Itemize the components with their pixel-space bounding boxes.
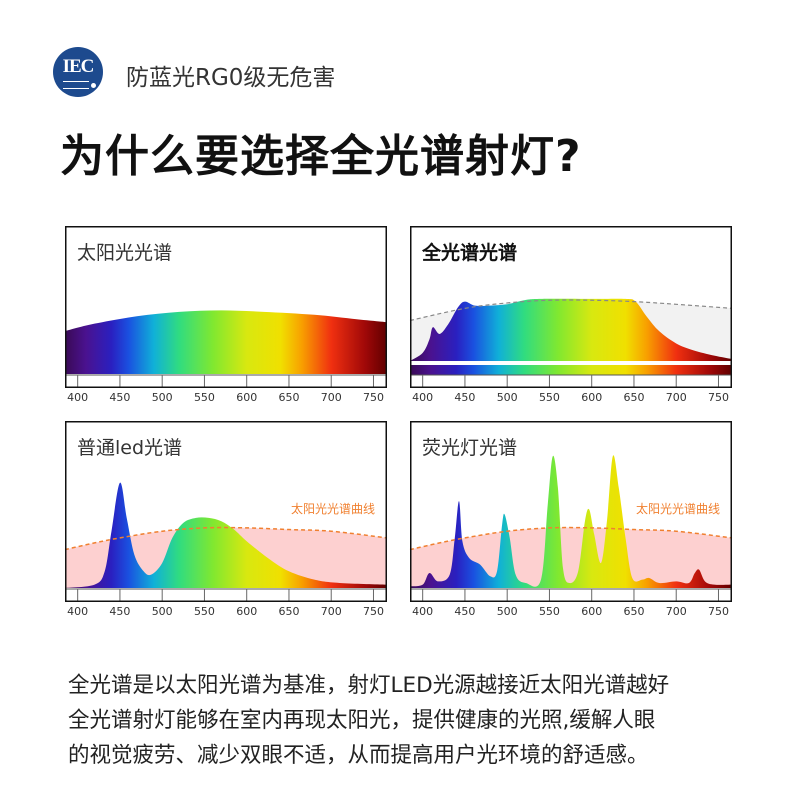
chart-border <box>65 421 387 602</box>
tick-label: 700 <box>321 391 342 404</box>
tick-label: 650 <box>278 605 299 618</box>
description-line: 全光谱是以太阳光谱为基准，射灯LED光源越接近太阳光谱越好 <box>68 673 670 698</box>
chart-svg: 太阳光光谱曲线 400 450 500 550 600 650 700 750 <box>409 421 733 618</box>
reference-label: 太阳光光谱曲线 <box>636 501 720 516</box>
tick-label: 700 <box>321 605 342 618</box>
tick-label: 650 <box>623 605 644 618</box>
reference-label: 太阳光光谱曲线 <box>291 501 375 516</box>
tick-label: 550 <box>194 391 215 404</box>
tick-label: 450 <box>109 391 130 404</box>
chart-sunlight-spectrum: 400 450 500 550 600 650 700 750 太阳光光谱 <box>65 226 387 408</box>
logo-dot <box>91 83 96 88</box>
tick-label: 400 <box>412 391 433 404</box>
chart-full-spectrum: 400 450 500 550 600 650 700 750 全光谱光谱 <box>409 226 733 408</box>
tick-label: 700 <box>666 391 687 404</box>
headline: 为什么要选择全光谱射灯? <box>60 131 582 182</box>
sunlight-reference-curve <box>409 526 733 551</box>
color-bar <box>410 365 732 375</box>
chart-svg: 400 450 500 550 600 650 700 750 <box>409 226 733 404</box>
tick-label: 450 <box>109 605 130 618</box>
tick-label: 450 <box>454 391 475 404</box>
chart-title: 太阳光光谱 <box>77 242 173 264</box>
spectrum-area <box>65 310 387 374</box>
spectrum-area <box>410 298 732 361</box>
chart-border <box>410 421 732 602</box>
tick-label: 400 <box>67 391 88 404</box>
chart-title: 全光谱光谱 <box>422 242 518 264</box>
reference-area <box>410 527 732 588</box>
tick-label: 600 <box>581 391 602 404</box>
certification-text: 防蓝光RG0级无危害 <box>126 65 336 91</box>
tick-label: 400 <box>67 605 88 618</box>
tick-label: 500 <box>497 391 518 404</box>
tick-label: 750 <box>363 391 384 404</box>
sunlight-reference-curve <box>409 299 733 322</box>
description-line: 全光谱射灯能够在室内再现太阳光，提供健康的光照,缓解人眼 <box>68 708 656 733</box>
iec-logo: IEC <box>53 47 103 97</box>
tick-label: 500 <box>497 605 518 618</box>
tick-label: 700 <box>666 605 687 618</box>
tick-label: 600 <box>581 605 602 618</box>
tick-label: 750 <box>363 605 384 618</box>
chart-border <box>410 226 732 388</box>
description: 全光谱是以太阳光谱为基准，射灯LED光源越接近太阳光谱越好 全光谱射灯能够在室内… <box>68 668 669 773</box>
tick-label: 750 <box>708 605 729 618</box>
tick-label: 550 <box>539 391 560 404</box>
logo-lines <box>63 81 89 89</box>
tick-label: 750 <box>708 391 729 404</box>
tick-label: 500 <box>152 605 173 618</box>
tick-label: 550 <box>539 605 560 618</box>
tick-label: 600 <box>236 391 257 404</box>
tick-label: 650 <box>278 391 299 404</box>
iec-logo-text: IEC <box>62 56 95 77</box>
tick-label: 400 <box>412 605 433 618</box>
tick-label: 600 <box>236 605 257 618</box>
chart-border <box>65 226 387 388</box>
tick-label: 450 <box>454 605 475 618</box>
chart-fluorescent-spectrum: 太阳光光谱曲线 400 450 500 550 600 650 700 750 荧光灯光谱 <box>409 421 733 622</box>
chart-title: 荧光灯光谱 <box>422 437 518 459</box>
chart-title: 普通led光谱 <box>77 437 183 459</box>
chart-svg: 太阳光光谱曲线 400 450 500 550 600 650 700 750 <box>64 421 388 618</box>
sunlight-reference-curve <box>64 526 388 551</box>
tick-label: 500 <box>152 391 173 404</box>
tick-label: 550 <box>194 605 215 618</box>
spectrum-area <box>65 482 387 588</box>
description-line: 的视觉疲劳、减少双眼不适，从而提高用户光环境的舒适感。 <box>68 743 649 768</box>
chart-led-spectrum: 太阳光光谱曲线 400 450 500 550 600 650 700 750 普通led光谱 <box>64 421 388 622</box>
chart-svg: 400 450 500 550 600 650 700 750 <box>65 226 387 404</box>
spectrum-area <box>410 455 732 588</box>
tick-label: 650 <box>623 391 644 404</box>
